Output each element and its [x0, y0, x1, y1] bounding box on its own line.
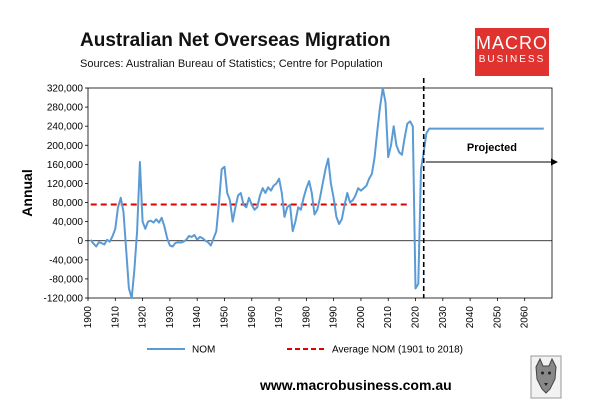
plot-area-frame	[87, 87, 553, 299]
x-tick-label: 2060	[520, 306, 531, 329]
y-tick-label: 280,000	[47, 103, 84, 114]
y-tick-label: 320,000	[47, 84, 84, 95]
y-tick-label: 240,000	[47, 122, 84, 133]
x-tick-label: 2020	[411, 306, 422, 329]
x-tick-label: 1980	[301, 306, 312, 329]
y-tick-label: -40,000	[49, 255, 83, 266]
x-tick-label: 2010	[383, 306, 394, 329]
x-tick-label: 1920	[138, 306, 149, 329]
x-tick-label: 1940	[192, 306, 203, 329]
legend-nom-label: NOM	[192, 345, 215, 356]
x-tick-label: 1990	[329, 306, 340, 329]
x-tick-label: 2040	[465, 306, 476, 329]
x-tick-label: 1930	[165, 306, 176, 329]
y-tick-label: 200,000	[47, 141, 84, 152]
x-tick-label: 1960	[247, 306, 258, 329]
x-tick-label: 2050	[492, 306, 503, 329]
x-tick-label: 1900	[83, 306, 94, 329]
projected-arrow-head-icon	[551, 158, 558, 166]
y-tick-label: 0	[77, 236, 83, 247]
macrobusiness-logo: MACRO BUSINESS	[475, 28, 549, 76]
chart-title: Australian Net Overseas Migration	[80, 30, 391, 51]
y-axis-label: Annual	[19, 169, 35, 216]
logo-line-macro: MACRO	[476, 33, 548, 53]
y-tick-label: 40,000	[52, 217, 83, 228]
series-nom-line	[89, 87, 544, 299]
chart-subtitle: Sources: Australian Bureau of Statistics…	[80, 58, 383, 70]
x-tick-label: 2000	[356, 306, 367, 329]
x-tick-label: 2030	[438, 306, 449, 329]
legend-average-label: Average NOM (1901 to 2018)	[332, 345, 463, 356]
y-tick-label: 160,000	[47, 160, 84, 171]
wolf-logo-icon	[530, 355, 562, 399]
y-tick-label: 120,000	[47, 179, 84, 190]
y-tick-label: -120,000	[44, 294, 84, 305]
logo-line-business: BUSINESS	[478, 54, 546, 65]
x-tick-label: 1970	[274, 306, 285, 329]
x-tick-label: 1910	[110, 306, 121, 329]
website-url[interactable]: www.macrobusiness.com.au	[260, 377, 452, 393]
projected-label: Projected	[467, 142, 517, 154]
y-tick-label: 80,000	[52, 198, 83, 209]
x-tick-label: 1950	[219, 306, 230, 329]
y-tick-label: -80,000	[49, 274, 83, 285]
